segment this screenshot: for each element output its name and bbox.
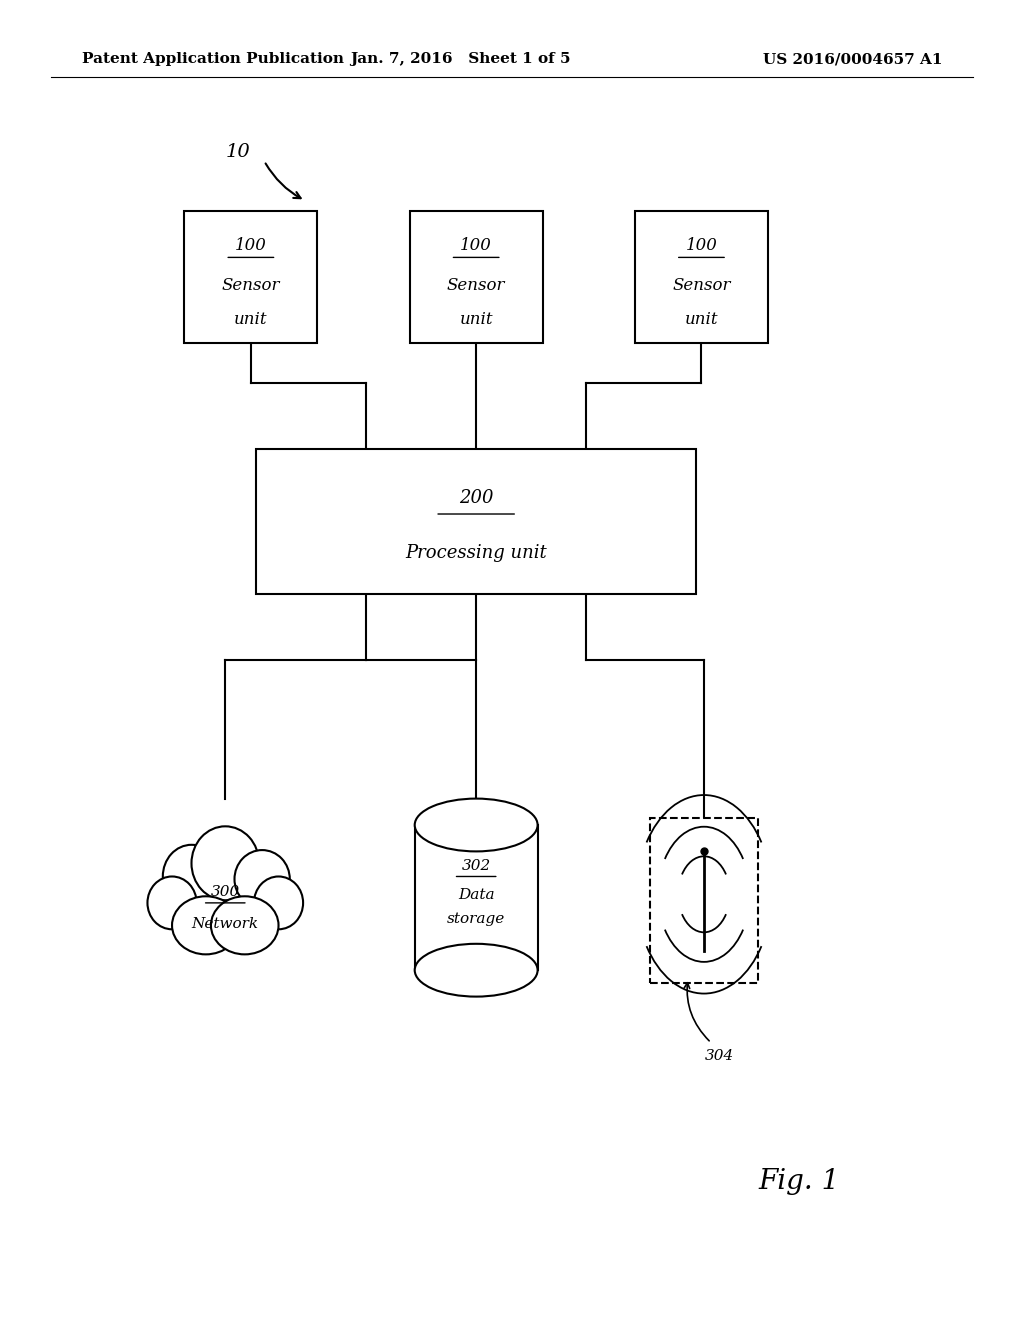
Text: Processing unit: Processing unit — [406, 544, 547, 562]
Text: Network: Network — [191, 917, 259, 931]
Bar — [256, 449, 696, 594]
Text: Sensor: Sensor — [221, 277, 281, 293]
FancyArrowPatch shape — [265, 164, 301, 198]
Text: 304: 304 — [705, 1049, 734, 1063]
Text: Patent Application Publication: Patent Application Publication — [82, 53, 344, 66]
Ellipse shape — [147, 876, 197, 929]
Text: 302: 302 — [462, 859, 490, 873]
Ellipse shape — [191, 826, 259, 900]
Text: 100: 100 — [234, 238, 267, 253]
Text: US 2016/0004657 A1: US 2016/0004657 A1 — [763, 53, 942, 66]
FancyArrowPatch shape — [684, 982, 710, 1041]
Text: 10: 10 — [225, 143, 250, 161]
Ellipse shape — [211, 896, 279, 954]
Bar — [410, 211, 543, 343]
Text: unit: unit — [685, 312, 718, 327]
Ellipse shape — [163, 845, 220, 908]
Ellipse shape — [415, 944, 538, 997]
Ellipse shape — [415, 799, 538, 851]
Text: 100: 100 — [460, 238, 493, 253]
Text: Data: Data — [458, 888, 495, 902]
Ellipse shape — [254, 876, 303, 929]
Bar — [184, 211, 317, 343]
Text: storage: storage — [447, 912, 505, 925]
Text: Jan. 7, 2016   Sheet 1 of 5: Jan. 7, 2016 Sheet 1 of 5 — [350, 53, 571, 66]
Text: unit: unit — [234, 312, 267, 327]
Text: unit: unit — [460, 312, 493, 327]
Ellipse shape — [234, 850, 290, 908]
Bar — [650, 818, 758, 983]
Text: 100: 100 — [685, 238, 718, 253]
Bar — [635, 211, 768, 343]
Text: Fig. 1: Fig. 1 — [758, 1168, 840, 1195]
Text: Sensor: Sensor — [672, 277, 731, 293]
Ellipse shape — [172, 896, 240, 954]
Text: 300: 300 — [211, 886, 240, 899]
Text: Sensor: Sensor — [446, 277, 506, 293]
Text: 200: 200 — [459, 490, 494, 507]
Bar — [415, 825, 538, 970]
